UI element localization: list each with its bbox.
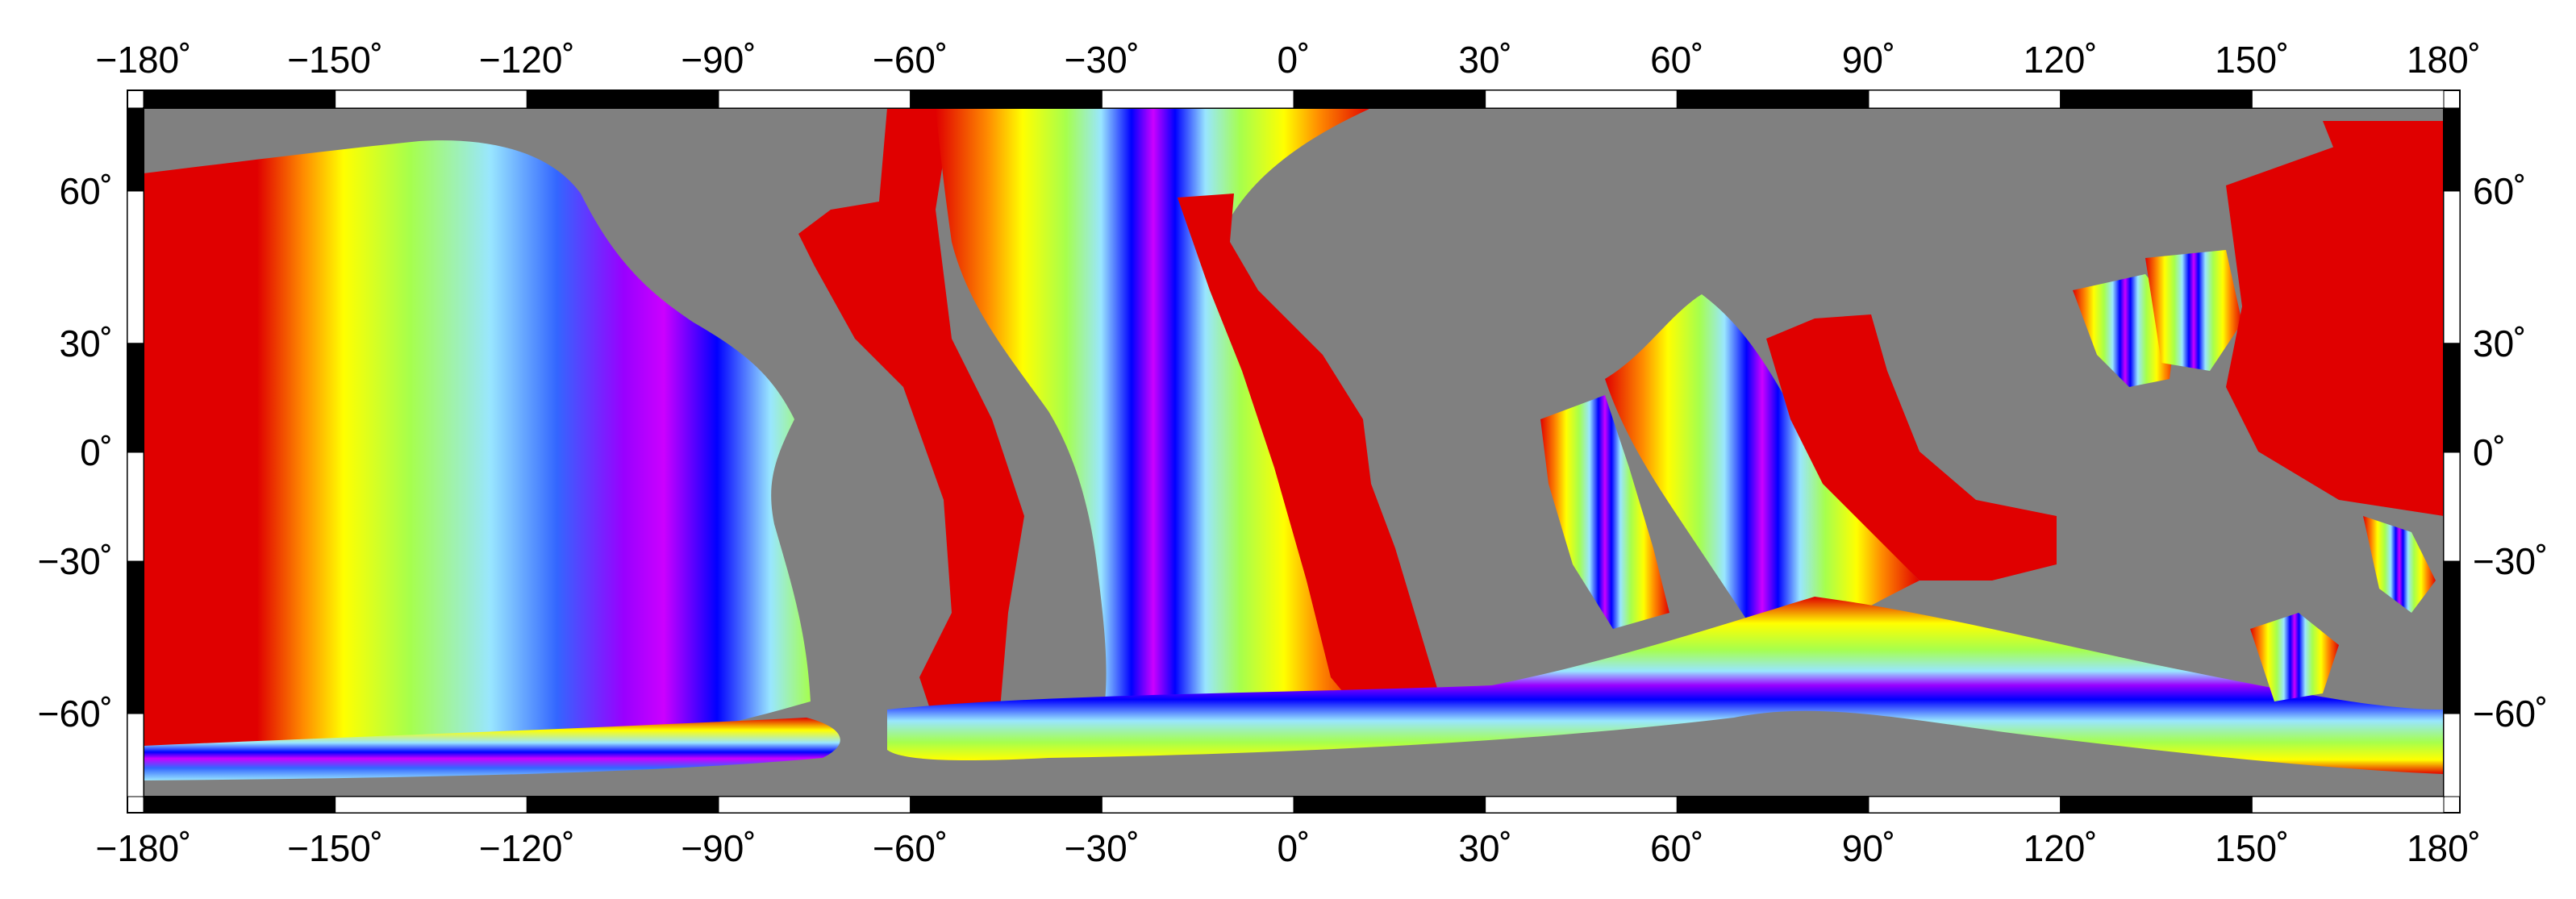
frame-bar-bottom xyxy=(1485,796,1678,814)
frame-bar-bottom xyxy=(1293,796,1486,814)
frame-bar-top xyxy=(1293,89,1486,109)
frame-bar-bottom xyxy=(335,796,527,814)
top-label: 180˚ xyxy=(2407,39,2481,81)
frame-bar-bottom xyxy=(718,796,911,814)
philippine-sea-basin xyxy=(2145,250,2242,371)
indian-ocean-ridge-gradient xyxy=(1605,294,1919,661)
southern-ocean-band xyxy=(887,597,2444,774)
northwest-pacific-top xyxy=(2323,121,2444,194)
bottom-label: 180˚ xyxy=(2407,827,2481,869)
right-label: −30˚ xyxy=(2473,540,2548,582)
frame-bar-bottom xyxy=(143,796,336,814)
frame-bar-right xyxy=(2443,560,2461,714)
frame-bar-right xyxy=(2443,713,2461,797)
frame-bar-top xyxy=(335,89,527,109)
bottom-longitude-labels: −180˚ −150˚ −120˚ −90˚ −60˚ −30˚ 0˚ 30˚ 60˚ 90˚ 12… xyxy=(96,827,2482,869)
left-latitude-labels: 60˚ 30˚ 0˚ −30˚ −60˚ xyxy=(38,170,113,735)
west-pacific-marginal-basin xyxy=(2073,274,2178,387)
frame-bar-bottom xyxy=(1101,796,1294,814)
bottom-label: −120˚ xyxy=(479,827,575,869)
right-latitude-labels: 60˚ 30˚ 0˚ −30˚ −60˚ xyxy=(2473,170,2548,735)
bottom-label: 90˚ xyxy=(1842,827,1895,869)
map-interior xyxy=(144,108,2444,797)
top-label: −60˚ xyxy=(873,39,948,81)
frame-bar-top xyxy=(718,89,911,109)
frame-bar-bottom xyxy=(2251,796,2445,814)
frame-bar-top xyxy=(526,89,719,109)
bottom-label: −30˚ xyxy=(1065,827,1140,869)
frame-bar-top xyxy=(2251,89,2445,109)
top-label: 30˚ xyxy=(1458,39,1511,81)
northwest-pacific-old-crust xyxy=(2226,141,2444,516)
frame-bar-left xyxy=(127,190,144,344)
frame-bar-bottom xyxy=(526,796,719,814)
top-longitude-labels: −180˚ −150˚ −120˚ −90˚ −60˚ −30˚ 0˚ 30˚ 60˚ 90˚ 12… xyxy=(96,39,2482,81)
left-label: 0˚ xyxy=(80,431,113,473)
top-label: −30˚ xyxy=(1065,39,1140,81)
indian-ocean-old-crust xyxy=(1766,314,2057,581)
left-label: −30˚ xyxy=(38,540,113,582)
pacific-age-gradient xyxy=(144,140,811,762)
frame-bar-bottom xyxy=(1868,796,2061,814)
right-label: 0˚ xyxy=(2473,431,2506,473)
bottom-label: −90˚ xyxy=(681,827,756,869)
right-label: 30˚ xyxy=(2473,323,2526,364)
frame-bar-top xyxy=(143,89,336,109)
frame-bar-top xyxy=(1485,89,1678,109)
frame-bar-left xyxy=(127,713,144,797)
frame-bar-left xyxy=(127,560,144,714)
frame-bar-left xyxy=(127,343,144,453)
frame-bar-left xyxy=(127,452,144,562)
bottom-label: 150˚ xyxy=(2215,827,2289,869)
bottom-label: 120˚ xyxy=(2024,827,2098,869)
bottom-label: 60˚ xyxy=(1650,827,1703,869)
atlantic-old-crust-east xyxy=(1178,194,1444,726)
top-label: 90˚ xyxy=(1842,39,1895,81)
left-label: −60˚ xyxy=(38,693,113,735)
frame-bar-right xyxy=(2443,107,2461,192)
frame-bar-top xyxy=(1101,89,1294,109)
bottom-label: 0˚ xyxy=(1278,827,1311,869)
frame-bar-bottom xyxy=(1676,796,1869,814)
bottom-label: 30˚ xyxy=(1458,827,1511,869)
top-label: −150˚ xyxy=(287,39,383,81)
bottom-label: −60˚ xyxy=(873,827,948,869)
bottom-label: −180˚ xyxy=(96,827,192,869)
map-frame xyxy=(127,89,2461,814)
frame-bar-top xyxy=(1676,89,1869,109)
frame-bar-top xyxy=(910,89,1103,109)
right-label: 60˚ xyxy=(2473,170,2526,212)
coral-sea-basin xyxy=(2363,516,2436,613)
top-label: −90˚ xyxy=(681,39,756,81)
frame-bar-right xyxy=(2443,343,2461,453)
frame-bar-bottom xyxy=(2060,796,2253,814)
top-label: 150˚ xyxy=(2215,39,2289,81)
frame-bar-left xyxy=(127,107,144,192)
right-label: −60˚ xyxy=(2473,693,2548,735)
bottom-label: −150˚ xyxy=(287,827,383,869)
left-label: 60˚ xyxy=(60,170,113,212)
frame-bar-top xyxy=(2060,89,2253,109)
top-label: 60˚ xyxy=(1650,39,1703,81)
frame-bar-top xyxy=(1868,89,2061,109)
frame-bar-bottom xyxy=(910,796,1103,814)
tasman-sea xyxy=(2250,613,2339,701)
top-label: 120˚ xyxy=(2024,39,2098,81)
top-label: −180˚ xyxy=(96,39,192,81)
left-label: 30˚ xyxy=(60,323,113,364)
top-label: 0˚ xyxy=(1278,39,1311,81)
frame-bar-right xyxy=(2443,190,2461,344)
madagascar-basin xyxy=(1540,395,1669,629)
pacific-southeast-band xyxy=(144,718,840,780)
atlantic-old-crust-west xyxy=(798,108,1024,726)
top-label: −120˚ xyxy=(479,39,575,81)
atlantic-ridge-gradient xyxy=(936,108,1371,742)
frame-bar-right xyxy=(2443,452,2461,562)
